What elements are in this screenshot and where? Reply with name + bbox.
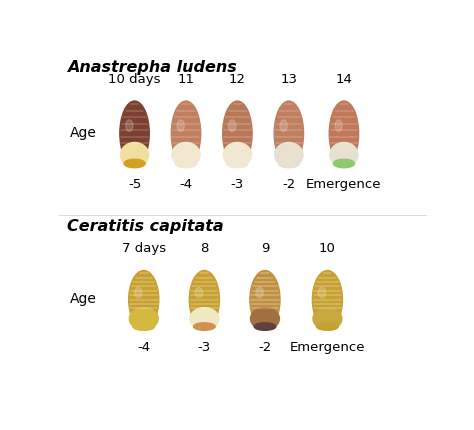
Text: Age: Age bbox=[70, 126, 97, 140]
Text: 9: 9 bbox=[261, 241, 269, 255]
Ellipse shape bbox=[195, 288, 203, 298]
Text: 11: 11 bbox=[177, 73, 194, 86]
Text: Ceratitis capitata: Ceratitis capitata bbox=[66, 219, 223, 234]
Ellipse shape bbox=[128, 271, 159, 329]
Text: 10 days: 10 days bbox=[108, 73, 161, 86]
Ellipse shape bbox=[171, 102, 201, 166]
Ellipse shape bbox=[120, 102, 149, 166]
Ellipse shape bbox=[133, 323, 155, 331]
Text: -3: -3 bbox=[198, 340, 211, 353]
Ellipse shape bbox=[329, 102, 359, 166]
Ellipse shape bbox=[124, 160, 145, 168]
Ellipse shape bbox=[312, 271, 343, 329]
Ellipse shape bbox=[333, 160, 355, 168]
Ellipse shape bbox=[228, 120, 236, 132]
Ellipse shape bbox=[317, 323, 338, 331]
Ellipse shape bbox=[280, 120, 287, 132]
Text: 7 days: 7 days bbox=[122, 241, 166, 255]
Text: -4: -4 bbox=[137, 340, 150, 353]
Text: Emergence: Emergence bbox=[306, 178, 382, 190]
Ellipse shape bbox=[250, 271, 280, 329]
Ellipse shape bbox=[189, 271, 219, 329]
Ellipse shape bbox=[254, 323, 276, 331]
Ellipse shape bbox=[126, 120, 133, 132]
Text: Anastrepha ludens: Anastrepha ludens bbox=[66, 60, 237, 75]
Ellipse shape bbox=[193, 323, 215, 331]
Text: 14: 14 bbox=[336, 73, 352, 86]
Text: 12: 12 bbox=[229, 73, 246, 86]
Text: -2: -2 bbox=[282, 178, 295, 190]
Ellipse shape bbox=[330, 143, 358, 168]
Text: 8: 8 bbox=[200, 241, 209, 255]
Ellipse shape bbox=[172, 143, 200, 168]
Ellipse shape bbox=[275, 143, 303, 168]
Ellipse shape bbox=[190, 308, 219, 330]
Text: -3: -3 bbox=[231, 178, 244, 190]
Text: -4: -4 bbox=[180, 178, 192, 190]
Text: 13: 13 bbox=[280, 73, 297, 86]
Text: Age: Age bbox=[70, 292, 97, 306]
Ellipse shape bbox=[175, 160, 197, 168]
Ellipse shape bbox=[313, 308, 342, 330]
Ellipse shape bbox=[335, 120, 342, 132]
Ellipse shape bbox=[177, 120, 184, 132]
Ellipse shape bbox=[135, 288, 142, 298]
Ellipse shape bbox=[227, 160, 248, 168]
Text: -5: -5 bbox=[128, 178, 141, 190]
Ellipse shape bbox=[223, 143, 252, 168]
Ellipse shape bbox=[250, 308, 280, 330]
Ellipse shape bbox=[274, 102, 303, 166]
Ellipse shape bbox=[256, 288, 264, 298]
Text: 10: 10 bbox=[319, 241, 336, 255]
Ellipse shape bbox=[120, 143, 149, 168]
Text: -2: -2 bbox=[258, 340, 272, 353]
Ellipse shape bbox=[223, 102, 252, 166]
Ellipse shape bbox=[318, 288, 326, 298]
Ellipse shape bbox=[278, 160, 300, 168]
Text: Emergence: Emergence bbox=[290, 340, 365, 353]
Ellipse shape bbox=[129, 308, 158, 330]
